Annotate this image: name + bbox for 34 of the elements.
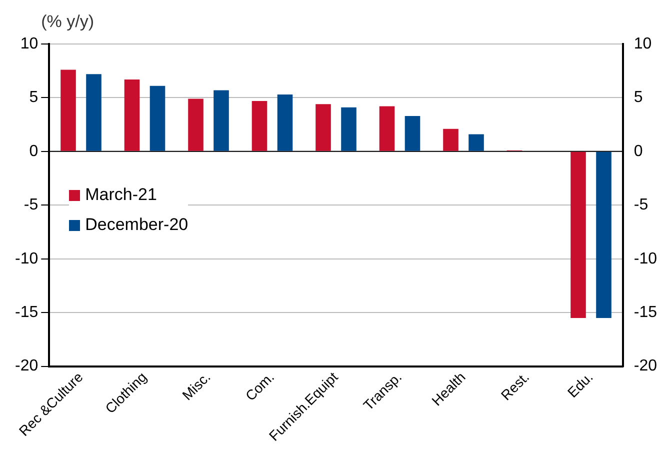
bar — [124, 79, 140, 151]
legend-label: March-21 — [85, 185, 157, 206]
bar — [86, 74, 102, 151]
bar — [404, 116, 420, 151]
y2-tick-label: -10 — [634, 250, 658, 268]
y2-tick-label: -15 — [634, 304, 658, 321]
legend-label: December-20 — [85, 215, 188, 236]
bar — [214, 90, 229, 151]
y-tick-label: 5 — [29, 89, 38, 106]
y-tick-label: 0 — [29, 142, 38, 160]
bar — [316, 104, 331, 151]
y-tick-label: -10 — [15, 250, 38, 268]
y2-tick-label: -20 — [634, 358, 658, 375]
bar — [277, 94, 293, 151]
y-tick-label: -15 — [15, 304, 38, 321]
bar — [150, 86, 166, 151]
bar — [379, 106, 395, 151]
y-tick-label: -5 — [24, 196, 38, 214]
y-tick-label: 10 — [20, 35, 38, 52]
bar — [341, 107, 356, 151]
bar — [468, 134, 484, 151]
bar — [570, 152, 586, 318]
bar — [188, 98, 204, 151]
y-axis-title: (% y/y) — [41, 12, 94, 32]
x-tick-label: Edu. — [564, 368, 596, 400]
bar — [596, 152, 612, 318]
y2-tick-label: 5 — [634, 89, 643, 106]
y-tick-label: -20 — [15, 358, 38, 375]
y2-tick-label: -5 — [634, 196, 648, 214]
y2-tick-label: 0 — [634, 142, 643, 160]
bar — [60, 70, 76, 151]
bar — [252, 100, 268, 151]
y2-tick-label: 10 — [634, 35, 652, 52]
bar — [443, 128, 458, 151]
